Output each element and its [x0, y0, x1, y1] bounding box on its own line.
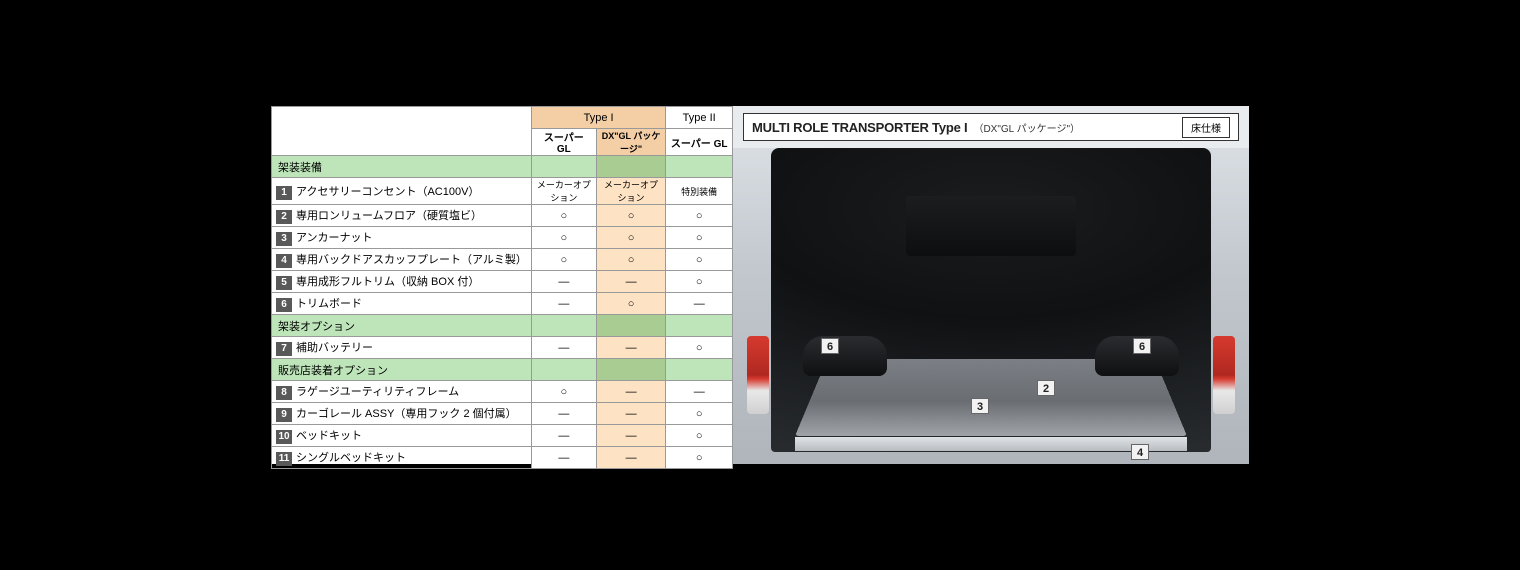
wheelhouse-left [803, 336, 887, 376]
value-cell: ○ [596, 293, 666, 315]
item-label: 5専用成形フルトリム（収納 BOX 付） [272, 271, 532, 293]
value-cell: ○ [666, 337, 733, 359]
item-number-badge: 10 [276, 430, 292, 444]
value-cell: — [531, 403, 596, 425]
item-label: 8ラゲージユーティリティフレーム [272, 381, 532, 403]
header-blank [272, 107, 532, 156]
section-title: 架装オプション [272, 315, 532, 337]
header-sub-2: スーパー GL [666, 129, 733, 156]
header-sub-0: スーパー GL [531, 129, 596, 156]
diagram-callout: 2 [1037, 380, 1055, 396]
section-spacer [666, 359, 733, 381]
value-cell: — [596, 337, 666, 359]
value-cell: — [596, 425, 666, 447]
value-cell: — [666, 293, 733, 315]
value-cell: ○ [666, 271, 733, 293]
header-sub-1: DX"GL パッケージ" [596, 129, 666, 156]
diagram-title-tag: 床仕様 [1182, 117, 1230, 138]
headliner [906, 196, 1076, 256]
section-spacer [666, 315, 733, 337]
diagram-title-sub: （DX"GL パッケージ"） [973, 120, 1080, 135]
diagram-callout: 4 [1131, 444, 1149, 460]
item-label: 7補助バッテリー [272, 337, 532, 359]
taillight-left [747, 336, 769, 414]
value-cell: — [531, 425, 596, 447]
value-cell: ○ [666, 447, 733, 469]
item-number-badge: 9 [276, 408, 292, 422]
rear-bumper [795, 437, 1187, 451]
item-label: 1アクセサリーコンセント（AC100V） [272, 178, 532, 205]
item-number-badge: 2 [276, 210, 292, 224]
value-cell: メーカーオプション [596, 178, 666, 205]
diagram-callout: 6 [821, 338, 839, 354]
value-cell: — [666, 381, 733, 403]
section-title: 販売店装着オプション [272, 359, 532, 381]
spec-table: Type IType IIスーパー GLDX"GL パッケージ"スーパー GL架… [271, 106, 733, 469]
item-label: 11シングルベッドキット [272, 447, 532, 469]
spec-table-container: Type IType IIスーパー GLDX"GL パッケージ"スーパー GL架… [271, 106, 733, 464]
diagram-callout: 3 [971, 398, 989, 414]
item-number-badge: 7 [276, 342, 292, 356]
item-number-badge: 11 [276, 452, 292, 466]
item-number-badge: 1 [276, 186, 292, 200]
value-cell: 特別装備 [666, 178, 733, 205]
item-label: 3アンカーナット [272, 227, 532, 249]
value-cell: ○ [666, 205, 733, 227]
item-number-badge: 3 [276, 232, 292, 246]
section-title: 架装装備 [272, 156, 532, 178]
value-cell: ○ [531, 249, 596, 271]
diagram-callout: 6 [1133, 338, 1151, 354]
value-cell: メーカーオプション [531, 178, 596, 205]
value-cell: ○ [596, 249, 666, 271]
value-cell: ○ [531, 381, 596, 403]
item-number-badge: 5 [276, 276, 292, 290]
vehicle-diagram: MULTI ROLE TRANSPORTER Type I （DX"GL パッケ… [733, 106, 1249, 464]
item-number-badge: 6 [276, 298, 292, 312]
diagram-title-main: MULTI ROLE TRANSPORTER Type I [752, 120, 967, 135]
section-spacer [531, 315, 596, 337]
value-cell: ○ [666, 249, 733, 271]
spec-panel: Type IType IIスーパー GLDX"GL パッケージ"スーパー GL架… [271, 106, 1249, 464]
item-number-badge: 4 [276, 254, 292, 268]
section-spacer [596, 359, 666, 381]
value-cell: — [596, 447, 666, 469]
value-cell: — [531, 293, 596, 315]
section-spacer [531, 359, 596, 381]
item-label: 4専用バックドアスカッフプレート（アルミ製） [272, 249, 532, 271]
diagram-title-bar: MULTI ROLE TRANSPORTER Type I （DX"GL パッケ… [743, 113, 1239, 141]
value-cell: ○ [596, 227, 666, 249]
value-cell: ○ [531, 227, 596, 249]
value-cell: ○ [666, 425, 733, 447]
item-label: 9カーゴレール ASSY（専用フック 2 個付属） [272, 403, 532, 425]
value-cell: — [596, 271, 666, 293]
item-label: 6トリムボード [272, 293, 532, 315]
value-cell: — [531, 447, 596, 469]
value-cell: — [531, 337, 596, 359]
taillight-right [1213, 336, 1235, 414]
value-cell: — [531, 271, 596, 293]
section-spacer [596, 156, 666, 178]
header-type2: Type II [666, 107, 733, 129]
item-label: 10ベッドキット [272, 425, 532, 447]
van-illustration: 6 6 2 3 4 [733, 148, 1249, 464]
section-spacer [596, 315, 666, 337]
value-cell: — [596, 403, 666, 425]
value-cell: ○ [596, 205, 666, 227]
header-type1: Type I [531, 107, 665, 129]
value-cell: ○ [666, 403, 733, 425]
value-cell: — [596, 381, 666, 403]
section-spacer [531, 156, 596, 178]
value-cell: ○ [531, 205, 596, 227]
section-spacer [666, 156, 733, 178]
item-label: 2専用ロンリュームフロア（硬質塩ビ） [272, 205, 532, 227]
value-cell: ○ [666, 227, 733, 249]
item-number-badge: 8 [276, 386, 292, 400]
